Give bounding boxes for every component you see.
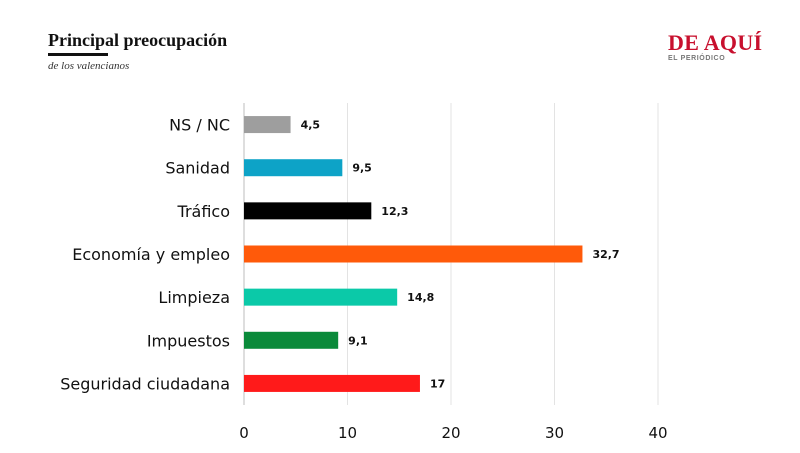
value-label-0: 4,5 — [301, 119, 321, 132]
value-label-1: 9,5 — [352, 162, 372, 175]
chart-subtitle: de los valencianos — [48, 60, 130, 72]
bar-2 — [244, 202, 372, 220]
category-label-0: NS / NC — [169, 116, 230, 135]
x-tick-label-0: 0 — [239, 424, 249, 442]
category-label-5: Impuestos — [147, 331, 230, 350]
category-label-4: Limpieza — [158, 288, 230, 307]
value-label-3: 32,7 — [592, 248, 619, 261]
bar-3 — [244, 245, 583, 263]
chart-title: Principal preocupación — [48, 30, 228, 50]
x-tick-label-1: 10 — [338, 424, 357, 442]
category-label-2: Tráfico — [177, 202, 230, 221]
bar-1 — [244, 159, 343, 177]
category-label-1: Sanidad — [165, 159, 230, 178]
value-label-2: 12,3 — [381, 205, 408, 218]
category-label-3: Economía y empleo — [72, 245, 230, 264]
bar-4 — [244, 288, 398, 306]
x-tick-label-3: 30 — [545, 424, 564, 442]
x-tick-label-2: 20 — [441, 424, 460, 442]
value-label-5: 9,1 — [348, 334, 368, 347]
title-underline — [48, 53, 108, 56]
bar-5 — [244, 331, 339, 349]
brand-logo: DE AQUÍ EL PERIÓDICO — [668, 30, 763, 63]
brand-tagline: EL PERIÓDICO — [668, 55, 726, 62]
value-label-4: 14,8 — [407, 291, 434, 304]
x-tick-label-4: 40 — [648, 424, 667, 442]
category-label-6: Seguridad ciudadana — [60, 374, 230, 393]
brand-name: DE AQUÍ — [668, 30, 763, 55]
value-label-6: 17 — [430, 377, 445, 390]
bar-0 — [244, 116, 291, 134]
bar-6 — [244, 374, 420, 392]
